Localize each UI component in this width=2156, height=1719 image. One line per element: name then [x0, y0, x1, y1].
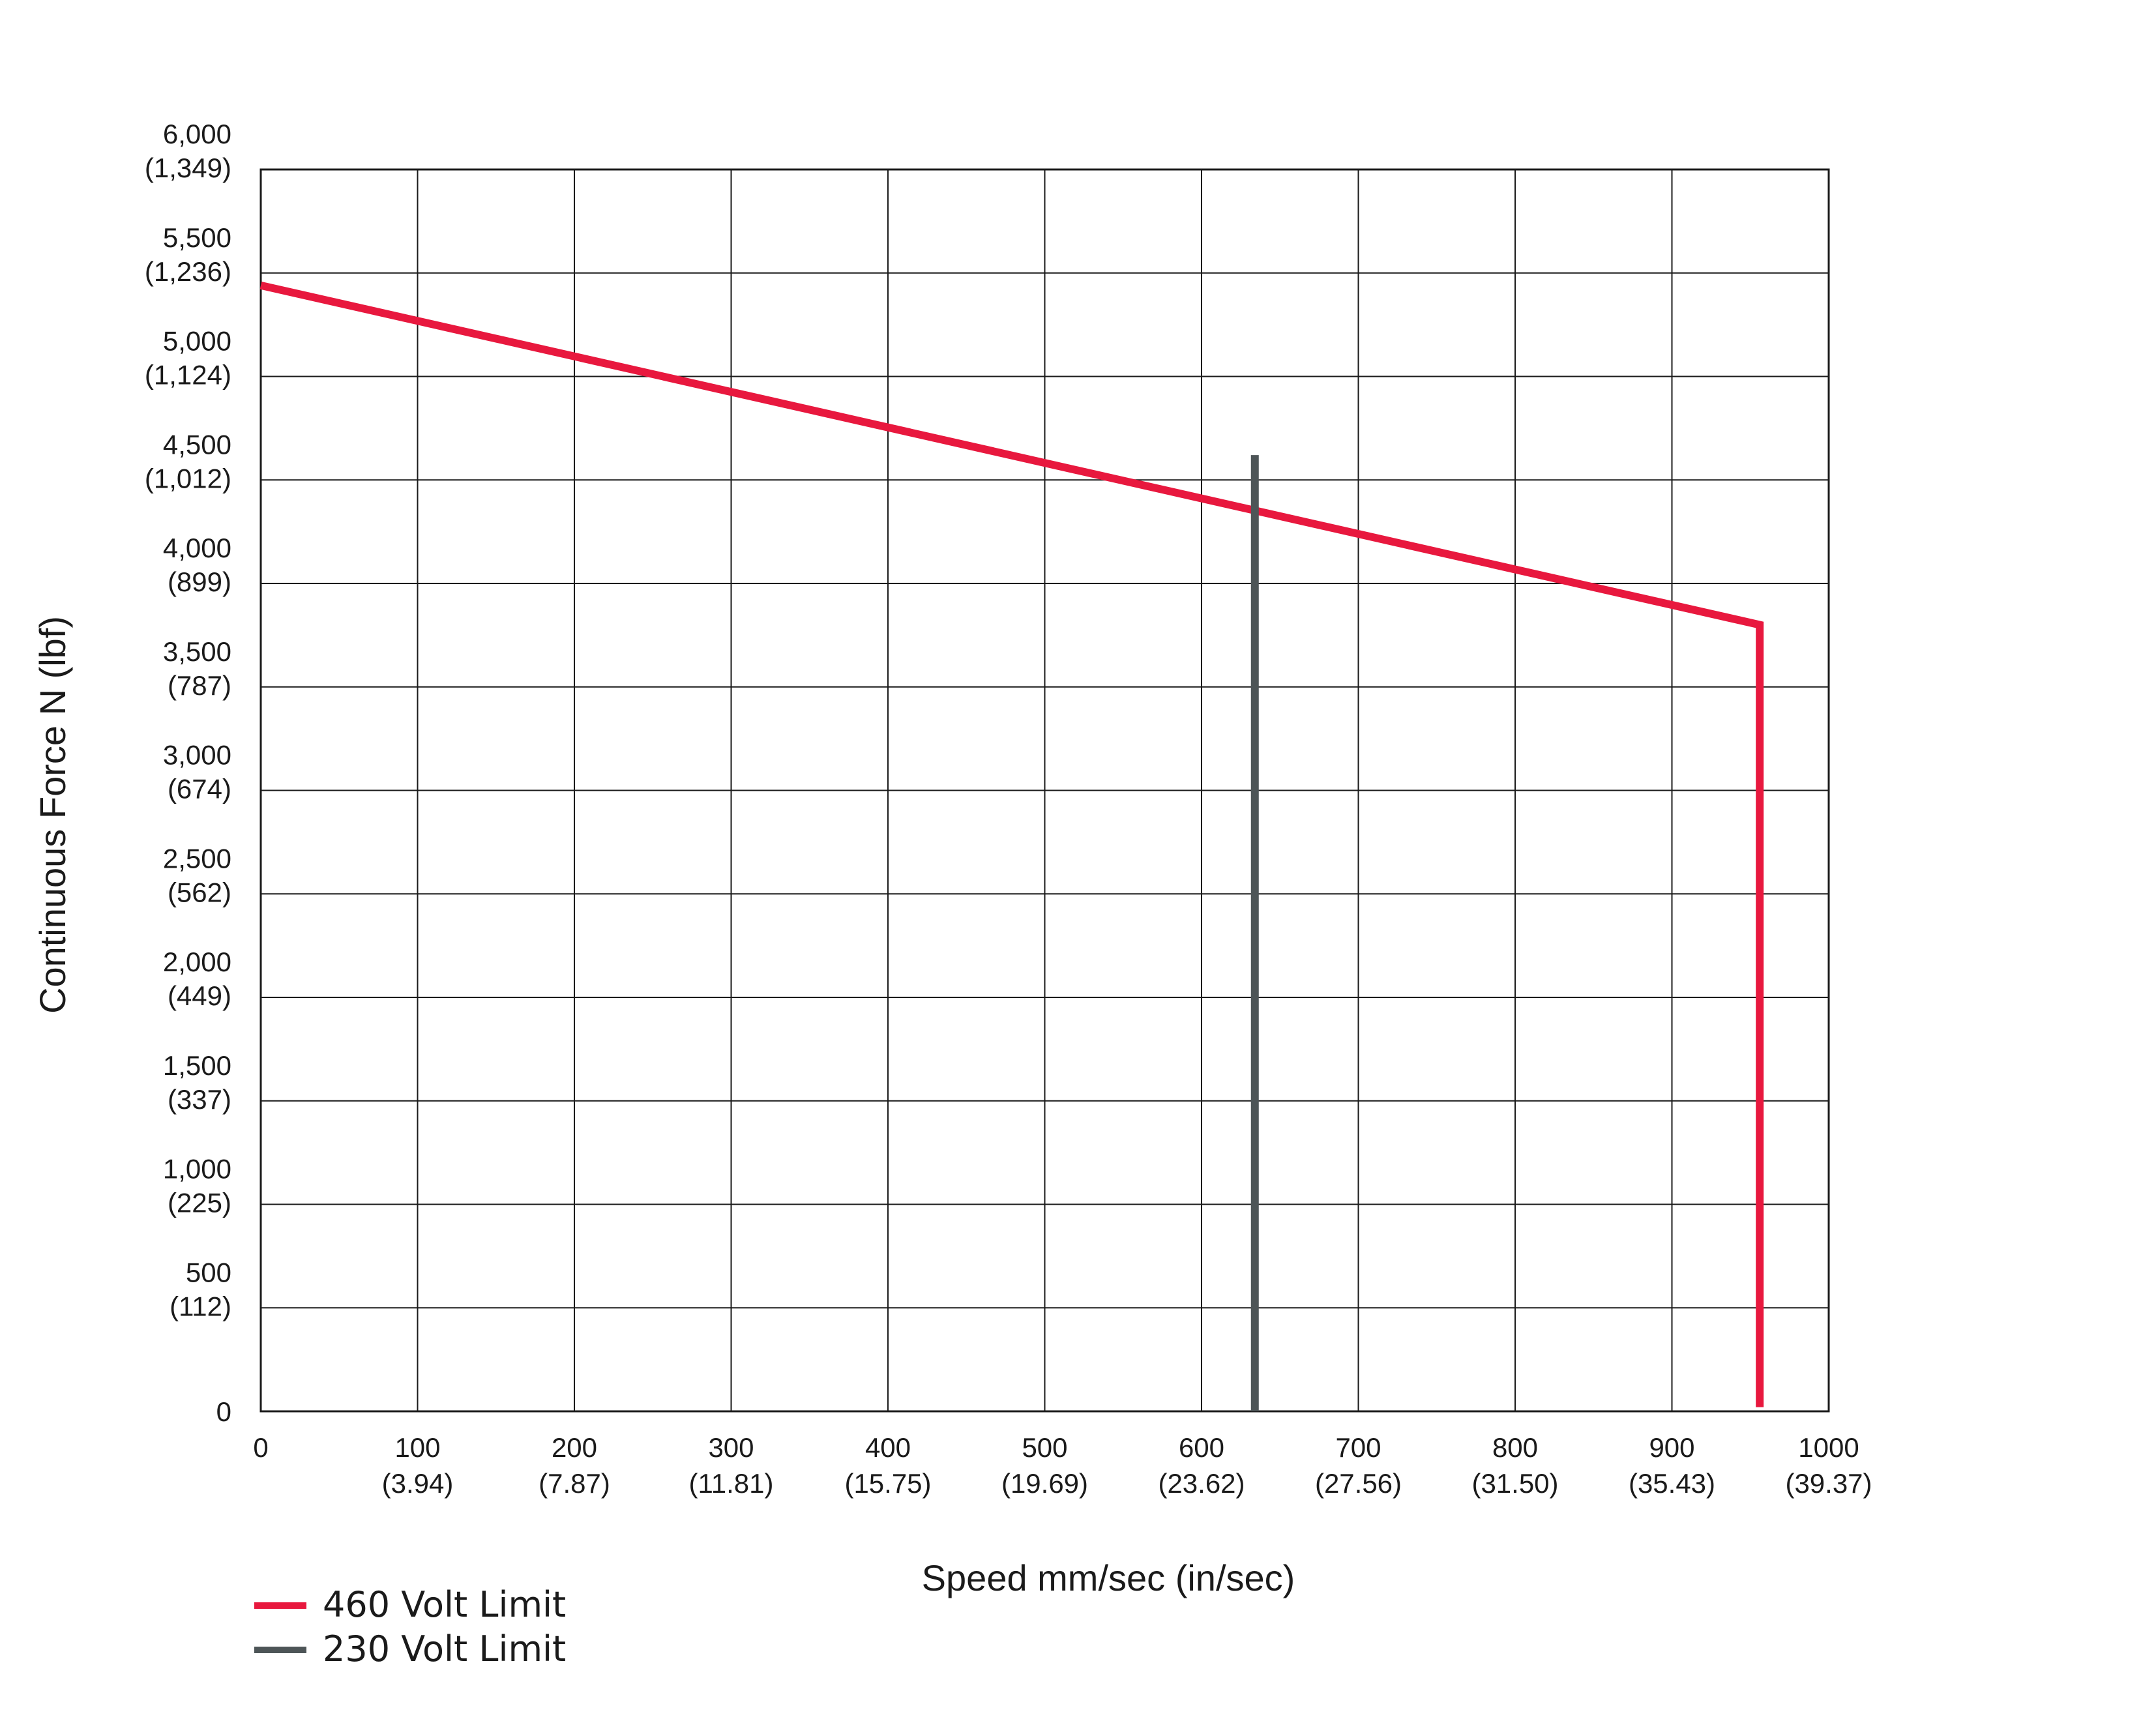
y-tick-sublabel-1500: (337) [168, 1084, 231, 1115]
legend-label-2: 230 Volt Limit [323, 1628, 566, 1669]
x-tick-label-800: 800 [1492, 1432, 1538, 1463]
x-tick-label-500: 500 [1022, 1432, 1067, 1463]
y-tick-sublabel-3000: (674) [168, 774, 231, 804]
x-tick-label-1000: 1000 [1798, 1432, 1859, 1463]
x-tick-sublabel-600: (23.62) [1158, 1468, 1245, 1499]
y-tick-sublabel-2000: (449) [168, 980, 231, 1011]
y-tick-label-2000: 2,000 [163, 947, 231, 977]
y-axis-title: Continuous Force N (lbf) [32, 616, 73, 1014]
x-tick-label-100: 100 [394, 1432, 440, 1463]
x-tick-sublabel-100: (3.94) [382, 1468, 454, 1499]
x-tick-sublabel-400: (15.75) [844, 1468, 931, 1499]
legend-label-1: 460 Volt Limit [323, 1584, 566, 1625]
y-tick-label-4000: 4,000 [163, 533, 231, 563]
y-tick-label-3000: 3,000 [163, 740, 231, 771]
y-tick-label-1000: 1,000 [163, 1154, 231, 1184]
x-tick-labels: 0 100 (3.94) 200 (7.87) 300 (11.81) 400 (15.75) 5… [253, 1432, 1872, 1499]
x-tick-sublabel-300: (11.81) [689, 1468, 774, 1499]
y-tick-sublabel-5000: (1,124) [145, 360, 231, 390]
plot-frame [259, 168, 1830, 1413]
x-tick-label-900: 900 [1649, 1432, 1694, 1463]
y-tick-label-4500: 4,500 [163, 429, 231, 460]
x-tick-label-400: 400 [865, 1432, 911, 1463]
y-tick-label-5000: 5,000 [163, 326, 231, 357]
y-tick-label-2500: 2,500 [163, 843, 231, 874]
x-tick-sublabel-500: (19.69) [1001, 1468, 1088, 1499]
x-axis-title: Speed mm/sec (in/sec) [922, 1557, 1295, 1598]
x-tick-label-700: 700 [1335, 1432, 1381, 1463]
y-tick-labels: 0 500 (112) 1,000 (225) 1,500(337) 2,000(449) 2… [145, 119, 231, 1427]
y-tick-sublabel-500: (112) [170, 1291, 231, 1321]
y-tick-label-500: 500 [186, 1257, 231, 1287]
y-tick-label-6000: 6,000 [163, 119, 231, 149]
y-tick-sublabel-3500: (787) [168, 670, 231, 701]
x-tick-label-200: 200 [552, 1432, 597, 1463]
y-tick-sublabel-4000: (899) [168, 566, 231, 597]
x-tick-sublabel-800: (31.50) [1471, 1468, 1558, 1499]
y-tick-label-5500: 5,500 [163, 222, 231, 253]
x-tick-label-600: 600 [1179, 1432, 1224, 1463]
y-tick-label-3500: 3,500 [163, 636, 231, 667]
x-tick-sublabel-200: (7.87) [539, 1468, 610, 1499]
y-tick-label-1500: 1,500 [163, 1050, 231, 1081]
y-tick-label-0: 0 [216, 1396, 231, 1427]
x-tick-sublabel-900: (35.43) [1629, 1468, 1715, 1499]
x-tick-label-0: 0 [253, 1432, 268, 1463]
y-tick-sublabel-5500: (1,236) [145, 256, 231, 287]
series-lines [259, 281, 1764, 1411]
y-tick-sublabel-4500: (1,012) [145, 463, 231, 493]
y-tick-sublabel-1000: (225) [168, 1188, 231, 1218]
x-tick-sublabel-1000: (39.37) [1785, 1468, 1872, 1499]
x-tick-label-300: 300 [708, 1432, 754, 1463]
x-tick-sublabel-700: (27.56) [1315, 1468, 1402, 1499]
y-tick-sublabel-6000: (1,349) [145, 153, 231, 183]
y-tick-sublabel-2500: (562) [168, 877, 231, 907]
series-line-1 [259, 281, 1764, 1407]
